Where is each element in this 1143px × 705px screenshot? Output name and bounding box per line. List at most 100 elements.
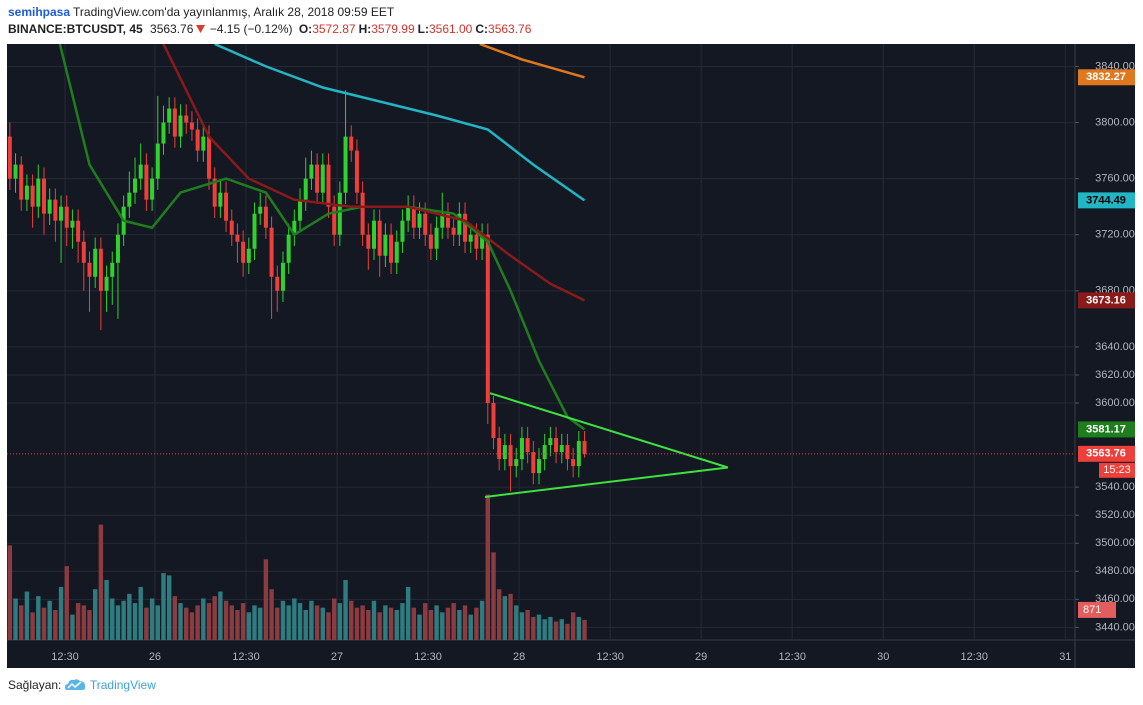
volume-bar (474, 607, 479, 640)
candle-body (525, 438, 530, 453)
volume-bar (87, 610, 92, 640)
volume-bar (423, 603, 428, 640)
y-tick-label: 3600.00 (1095, 397, 1135, 409)
change: −4.15 (−0.12%) (209, 22, 293, 36)
volume-bar (548, 616, 553, 640)
volume-bar (417, 614, 422, 640)
volume-bar (394, 610, 399, 640)
candle-body (13, 164, 18, 179)
volume-bar (508, 593, 513, 640)
ohlc-key: L: (417, 22, 429, 36)
volume-bar (235, 610, 240, 640)
candle-body (468, 234, 473, 242)
candle-body (582, 441, 587, 454)
volume-bar (41, 607, 47, 640)
countdown-box (1099, 462, 1135, 478)
candle-body (30, 185, 35, 207)
candle-body (87, 262, 92, 277)
ma-price-tag-box (1078, 192, 1135, 209)
x-tick-label: 12:30 (778, 651, 806, 663)
candle-body (559, 445, 564, 453)
candle-body (172, 108, 177, 137)
candle-body (576, 441, 581, 467)
candle-body (383, 234, 388, 256)
candle-body (565, 445, 570, 460)
volume-bar (428, 610, 434, 640)
volume-bar (98, 524, 104, 640)
x-tick-label: 12:30 (961, 651, 989, 663)
candle-body (298, 199, 303, 221)
candle-body (554, 438, 559, 453)
ma-price-tag: 3832.27 (1086, 71, 1126, 83)
moving-average (162, 44, 586, 302)
grid (7, 44, 1075, 640)
footer: Sağlayan: TradingView (8, 678, 156, 692)
candle-body (485, 234, 490, 404)
candle-body (417, 213, 422, 228)
x-tick-label: 28 (513, 651, 525, 663)
volume-bar (36, 596, 41, 640)
volume-bar (75, 603, 81, 640)
volume-bar (400, 603, 405, 640)
trend-line (489, 392, 729, 469)
volume-bar (565, 623, 570, 640)
volume-bar (104, 580, 109, 640)
volume-bar (303, 610, 308, 640)
candle-body (36, 178, 41, 207)
ohlc-value: 3572.87 (312, 22, 356, 36)
volume-bar (155, 605, 160, 640)
candle-body (64, 206, 69, 228)
candle-body (138, 164, 143, 179)
volume-bar (269, 589, 274, 640)
volume-bar (286, 605, 291, 640)
volume-bar (149, 598, 155, 640)
volume-bar (30, 612, 35, 640)
plot (7, 44, 1075, 640)
candle-body (184, 115, 189, 123)
ohlc-key: O: (298, 22, 313, 36)
volume-bar (92, 589, 98, 640)
volume-bar (434, 605, 439, 640)
volume-bar (553, 621, 559, 640)
moving-average (58, 44, 586, 431)
ohlc-key: H: (358, 22, 372, 36)
volume-bar (349, 600, 354, 640)
volume-bar (297, 603, 303, 640)
volume-bar (53, 610, 58, 640)
candle-body (531, 452, 536, 474)
candle-body (377, 220, 382, 256)
candle-body (542, 445, 547, 460)
x-tick-label: 12:30 (232, 651, 260, 663)
author[interactable]: semihpasa (8, 5, 71, 19)
candle-body (178, 115, 183, 137)
volume-bar (502, 596, 508, 640)
down-icon (196, 25, 206, 33)
axes: 3440.003460.003480.003500.003520.003540.… (51, 60, 1135, 663)
ma-price-tag: 3744.49 (1086, 194, 1126, 206)
volume-bar (201, 598, 206, 640)
ma-price-tag-box (1078, 292, 1135, 309)
volume-bar (451, 603, 456, 640)
candle-body (275, 276, 280, 291)
volume-bar (320, 607, 325, 640)
volume-bar (19, 605, 24, 640)
candle-body (434, 227, 439, 249)
volume-bar (479, 600, 485, 640)
candle-body (70, 220, 75, 228)
candle-body (463, 213, 468, 242)
volume-bar (440, 612, 445, 640)
candle-body (332, 206, 337, 235)
last-price-tag: 3563.76 (1086, 448, 1126, 460)
volume-tag: 871 (1083, 604, 1101, 616)
candle-body (19, 164, 24, 200)
x-tick-label: 12:30 (596, 651, 624, 663)
volume-bar (178, 603, 183, 640)
volume-bar (331, 598, 337, 640)
ma-price-tag: 3673.16 (1086, 294, 1126, 306)
candle-body (167, 108, 172, 123)
candle-body (252, 213, 257, 249)
footer-brand[interactable]: TradingView (89, 678, 156, 692)
volume-bar (144, 607, 149, 640)
volume-bar (457, 610, 462, 640)
